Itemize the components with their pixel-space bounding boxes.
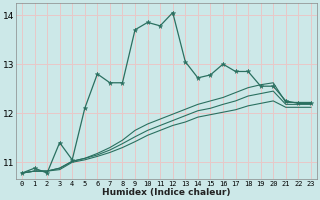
X-axis label: Humidex (Indice chaleur): Humidex (Indice chaleur) — [102, 188, 231, 197]
